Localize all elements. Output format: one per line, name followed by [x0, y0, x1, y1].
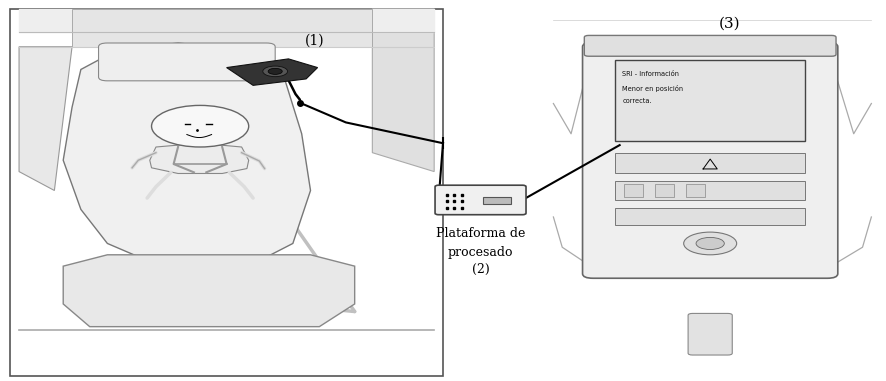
- Text: (2): (2): [471, 263, 489, 276]
- Text: procesado: procesado: [447, 247, 513, 259]
- Polygon shape: [150, 143, 249, 173]
- FancyBboxPatch shape: [584, 35, 836, 56]
- Bar: [615, 153, 805, 173]
- Polygon shape: [72, 9, 372, 47]
- Bar: [615, 208, 805, 224]
- Text: (1): (1): [305, 34, 325, 48]
- Polygon shape: [19, 47, 72, 190]
- Bar: [686, 184, 705, 197]
- Circle shape: [263, 66, 288, 77]
- Circle shape: [684, 232, 736, 255]
- FancyBboxPatch shape: [583, 42, 838, 278]
- Bar: [615, 181, 805, 200]
- Circle shape: [268, 68, 283, 74]
- Polygon shape: [63, 43, 310, 266]
- Polygon shape: [227, 59, 317, 85]
- Circle shape: [696, 237, 725, 250]
- FancyBboxPatch shape: [688, 314, 732, 355]
- Polygon shape: [63, 255, 354, 327]
- Text: Menor en posición: Menor en posición: [622, 85, 683, 91]
- FancyBboxPatch shape: [98, 43, 276, 81]
- Bar: [615, 60, 805, 141]
- Bar: [655, 184, 674, 197]
- Text: SRI - Información: SRI - Información: [622, 71, 680, 77]
- Circle shape: [152, 106, 249, 147]
- Polygon shape: [554, 20, 871, 368]
- Polygon shape: [372, 9, 434, 171]
- Text: (3): (3): [719, 16, 741, 30]
- Bar: [624, 184, 643, 197]
- Text: correcta.: correcta.: [622, 98, 652, 104]
- FancyBboxPatch shape: [435, 185, 526, 215]
- FancyBboxPatch shape: [11, 9, 443, 376]
- Text: Plataforma de: Plataforma de: [436, 227, 525, 240]
- Bar: [483, 197, 511, 204]
